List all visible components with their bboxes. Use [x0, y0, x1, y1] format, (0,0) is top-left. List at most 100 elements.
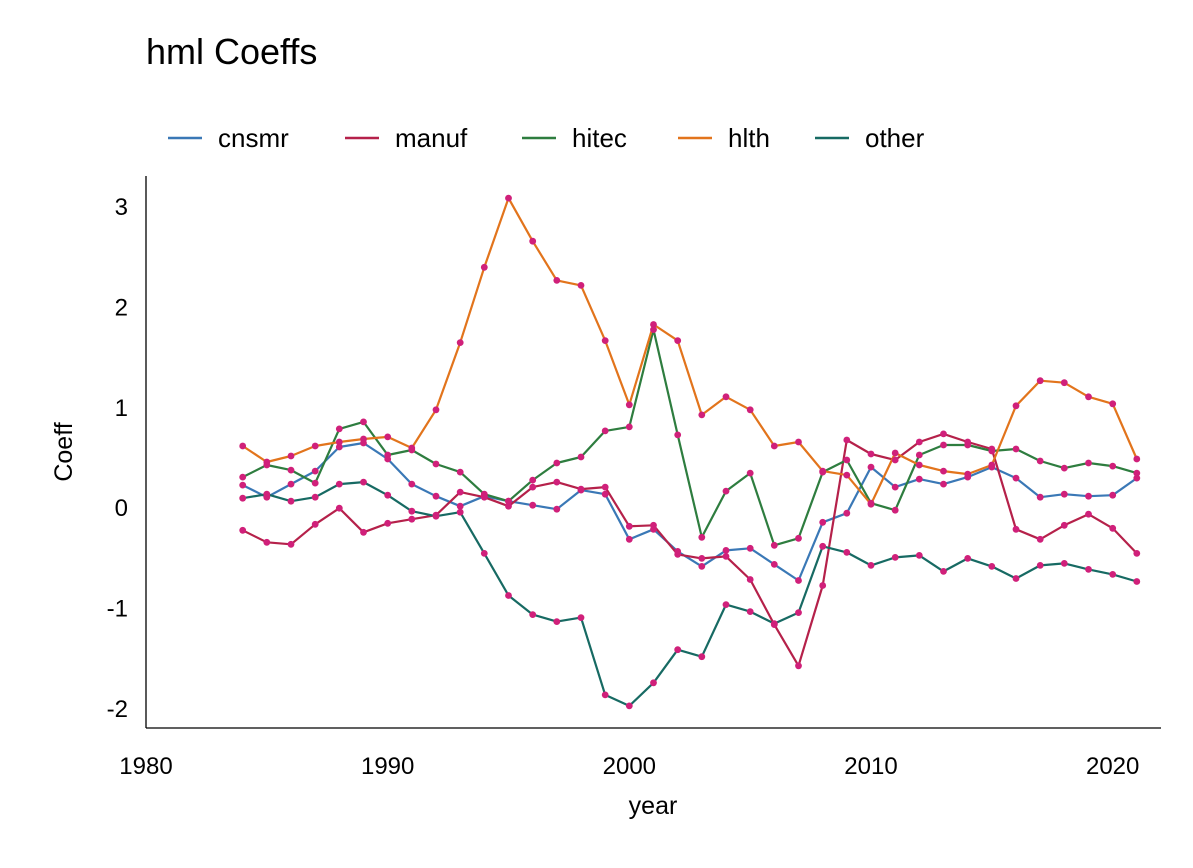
- point-manuf-1984: [239, 526, 247, 534]
- point-hitec-1990: [384, 451, 392, 459]
- point-other-1993: [456, 508, 464, 516]
- point-hlth-1985: [263, 458, 271, 466]
- point-hitec-2018: [1060, 464, 1068, 472]
- point-other-2003: [698, 653, 706, 661]
- point-other-2015: [988, 563, 996, 570]
- series-line-hlth: [242, 197, 1138, 506]
- point-other-1998: [577, 614, 585, 621]
- point-cnsmr-2005: [746, 544, 754, 552]
- y-tick-label-1: 1: [115, 395, 128, 422]
- point-cnsmr-2012: [915, 475, 923, 483]
- legend-label-manuf: manuf: [395, 123, 468, 153]
- legend-label-hlth: hlth: [728, 123, 770, 153]
- y-tick-label--2: -2: [107, 696, 128, 723]
- point-other-2016: [1012, 575, 1020, 582]
- point-manuf-2021: [1133, 550, 1141, 557]
- point-hitec-2019: [1085, 459, 1092, 467]
- point-other-1985: [263, 490, 271, 498]
- x-axis-label: year: [629, 792, 678, 820]
- legend-item-manuf: manuf: [345, 123, 468, 153]
- point-hlth-1998: [577, 282, 585, 289]
- point-other-2018: [1060, 560, 1068, 567]
- point-manuf-1989: [360, 528, 367, 536]
- point-hlth-2015: [988, 461, 996, 469]
- point-other-1994: [480, 550, 488, 557]
- point-hlth-2003: [698, 411, 706, 419]
- point-other-2014: [964, 555, 972, 562]
- point-hitec-1993: [456, 468, 464, 476]
- legend-label-cnsmr: cnsmr: [218, 123, 289, 153]
- point-manuf-2010: [867, 450, 875, 458]
- point-hlth-2005: [746, 406, 754, 414]
- point-other-2002: [674, 646, 682, 654]
- point-other-1997: [553, 618, 561, 625]
- point-hitec-1999: [601, 427, 609, 435]
- point-hitec-2011: [891, 506, 899, 514]
- point-other-1992: [432, 512, 440, 520]
- y-tick-label-2: 2: [115, 294, 128, 321]
- point-hitec-2005: [746, 469, 754, 477]
- x-tick-label-1990: 1990: [361, 753, 414, 780]
- point-cnsmr-1996: [529, 501, 537, 509]
- point-hlth-1997: [553, 277, 561, 284]
- point-hlth-1986: [287, 452, 295, 460]
- point-hlth-2018: [1060, 379, 1068, 387]
- point-manuf-1996: [529, 483, 537, 491]
- point-other-1990: [384, 491, 392, 499]
- point-hlth-2019: [1085, 393, 1092, 401]
- point-hlth-2021: [1133, 455, 1141, 463]
- point-hitec-1994: [480, 490, 488, 498]
- point-manuf-2013: [940, 430, 947, 438]
- point-hlth-2004: [722, 393, 730, 401]
- point-hitec-1989: [360, 418, 367, 426]
- point-other-2007: [795, 609, 802, 616]
- point-cnsmr-2007: [795, 577, 802, 584]
- legend-label-other: other: [865, 123, 925, 153]
- point-other-1987: [311, 493, 319, 501]
- point-manuf-2009: [843, 436, 851, 444]
- point-other-2021: [1133, 578, 1141, 585]
- point-hitec-2006: [770, 541, 778, 549]
- point-other-2009: [843, 549, 851, 556]
- point-other-1995: [505, 592, 512, 599]
- point-cnsmr-2017: [1036, 493, 1044, 501]
- point-hlth-2014: [964, 470, 972, 478]
- point-manuf-1985: [263, 538, 271, 546]
- point-manuf-2008: [819, 582, 827, 589]
- point-hitec-2021: [1133, 469, 1141, 477]
- point-manuf-1998: [577, 485, 585, 493]
- point-manuf-2018: [1060, 521, 1068, 529]
- point-hlth-2017: [1036, 377, 1044, 385]
- point-hlth-2001: [650, 321, 657, 328]
- legend: cnsmr manuf hitec hlth other: [168, 123, 925, 153]
- y-tick-label-0: 0: [115, 495, 128, 522]
- point-cnsmr-2018: [1060, 490, 1068, 498]
- point-other-2020: [1109, 571, 1117, 578]
- point-hitec-2003: [698, 533, 706, 541]
- point-hitec-1995: [505, 497, 512, 505]
- point-hitec-2000: [625, 423, 633, 431]
- point-manuf-2005: [746, 576, 754, 583]
- point-other-2013: [940, 568, 947, 575]
- point-hitec-2007: [795, 534, 802, 542]
- point-other-2011: [891, 554, 899, 561]
- point-hlth-1991: [408, 444, 416, 452]
- point-hitec-2009: [843, 456, 851, 464]
- point-cnsmr-2011: [891, 483, 899, 491]
- point-hitec-1998: [577, 453, 585, 461]
- point-hitec-2014: [964, 441, 972, 449]
- point-hlth-1993: [456, 339, 464, 346]
- y-axis-label: Coeff: [50, 422, 78, 481]
- x-tick-label-2000: 2000: [603, 753, 656, 780]
- plot-area: 1980 1990 2000 2010 2020 3 2 1 0 -1 -2: [107, 176, 1161, 780]
- point-hitec-2012: [915, 451, 923, 459]
- point-manuf-2017: [1036, 535, 1044, 543]
- legend-item-cnsmr: cnsmr: [168, 123, 289, 153]
- point-hitec-2002: [674, 431, 682, 439]
- point-other-2012: [915, 552, 923, 559]
- series-line-cnsmr: [242, 441, 1138, 582]
- x-tick-label-1980: 1980: [119, 753, 172, 780]
- y-ticks: 3 2 1 0 -1 -2: [107, 194, 128, 723]
- point-hlth-1990: [384, 433, 392, 441]
